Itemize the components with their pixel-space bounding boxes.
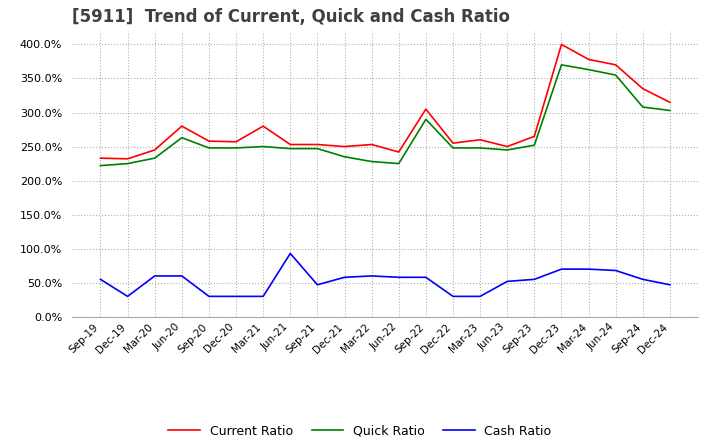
Current Ratio xyxy=(341,144,349,149)
Quick Ratio xyxy=(96,163,105,168)
Quick Ratio xyxy=(123,161,132,166)
Quick Ratio xyxy=(286,146,294,151)
Current Ratio xyxy=(557,42,566,47)
Current Ratio xyxy=(150,147,159,153)
Quick Ratio xyxy=(259,144,268,149)
Current Ratio xyxy=(503,144,511,149)
Quick Ratio xyxy=(584,67,593,72)
Current Ratio xyxy=(449,140,457,146)
Quick Ratio xyxy=(178,135,186,140)
Cash Ratio xyxy=(204,294,213,299)
Quick Ratio xyxy=(449,145,457,150)
Cash Ratio xyxy=(421,275,430,280)
Cash Ratio xyxy=(639,277,647,282)
Quick Ratio xyxy=(395,161,403,166)
Quick Ratio xyxy=(503,147,511,153)
Current Ratio xyxy=(286,142,294,147)
Current Ratio xyxy=(96,155,105,161)
Cash Ratio xyxy=(611,268,620,273)
Current Ratio xyxy=(395,149,403,154)
Cash Ratio xyxy=(96,277,105,282)
Text: [5911]  Trend of Current, Quick and Cash Ratio: [5911] Trend of Current, Quick and Cash … xyxy=(72,8,510,26)
Quick Ratio xyxy=(150,155,159,161)
Cash Ratio xyxy=(476,294,485,299)
Cash Ratio xyxy=(286,251,294,256)
Current Ratio xyxy=(639,86,647,92)
Cash Ratio xyxy=(178,273,186,279)
Legend: Current Ratio, Quick Ratio, Cash Ratio: Current Ratio, Quick Ratio, Cash Ratio xyxy=(163,420,557,440)
Current Ratio xyxy=(178,124,186,129)
Quick Ratio xyxy=(665,108,674,113)
Line: Cash Ratio: Cash Ratio xyxy=(101,253,670,297)
Quick Ratio xyxy=(313,146,322,151)
Quick Ratio xyxy=(367,159,376,164)
Line: Quick Ratio: Quick Ratio xyxy=(101,65,670,165)
Cash Ratio xyxy=(232,294,240,299)
Cash Ratio xyxy=(557,267,566,272)
Current Ratio xyxy=(476,137,485,143)
Quick Ratio xyxy=(611,73,620,78)
Cash Ratio xyxy=(530,277,539,282)
Current Ratio xyxy=(665,99,674,105)
Cash Ratio xyxy=(367,273,376,279)
Current Ratio xyxy=(123,156,132,161)
Cash Ratio xyxy=(395,275,403,280)
Cash Ratio xyxy=(313,282,322,287)
Line: Current Ratio: Current Ratio xyxy=(101,44,670,159)
Quick Ratio xyxy=(421,117,430,122)
Cash Ratio xyxy=(665,282,674,287)
Current Ratio xyxy=(367,142,376,147)
Current Ratio xyxy=(204,139,213,144)
Cash Ratio xyxy=(123,294,132,299)
Cash Ratio xyxy=(259,294,268,299)
Current Ratio xyxy=(259,124,268,129)
Current Ratio xyxy=(313,142,322,147)
Current Ratio xyxy=(232,139,240,144)
Current Ratio xyxy=(421,106,430,112)
Cash Ratio xyxy=(584,267,593,272)
Quick Ratio xyxy=(204,145,213,150)
Current Ratio xyxy=(530,134,539,139)
Current Ratio xyxy=(584,57,593,62)
Cash Ratio xyxy=(449,294,457,299)
Current Ratio xyxy=(611,62,620,67)
Cash Ratio xyxy=(503,279,511,284)
Quick Ratio xyxy=(557,62,566,67)
Cash Ratio xyxy=(150,273,159,279)
Quick Ratio xyxy=(341,154,349,159)
Quick Ratio xyxy=(639,104,647,110)
Quick Ratio xyxy=(530,143,539,148)
Quick Ratio xyxy=(476,145,485,150)
Cash Ratio xyxy=(341,275,349,280)
Quick Ratio xyxy=(232,145,240,150)
